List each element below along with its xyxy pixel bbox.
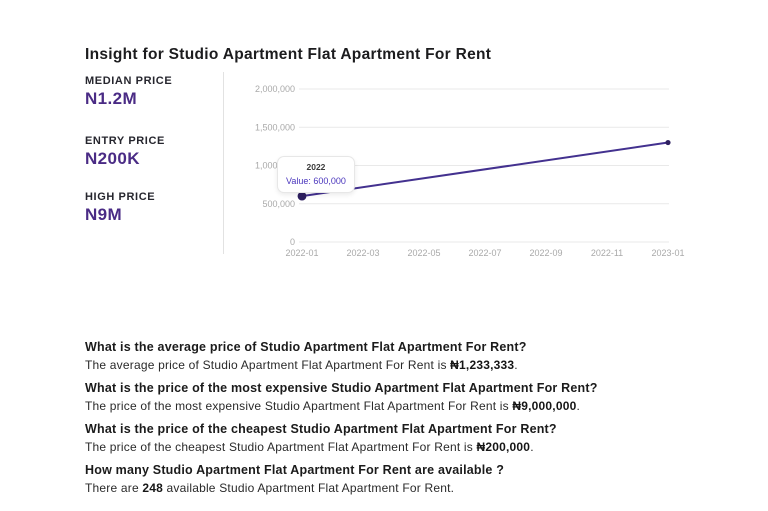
- x-axis-tick-label: 2022-03: [346, 248, 379, 258]
- x-axis-tick-label: 2022-05: [407, 248, 440, 258]
- qa-question: What is the price of the cheapest Studio…: [85, 422, 557, 436]
- qa-answer-value: ₦200,000: [476, 440, 531, 454]
- y-axis-tick-label: 1,000,000: [255, 161, 295, 171]
- stat-label: HIGH PRICE: [85, 191, 156, 203]
- page-title: Insight for Studio Apartment Flat Apartm…: [85, 46, 492, 63]
- stat-value: N9M: [85, 205, 123, 224]
- data-point[interactable]: [665, 139, 671, 146]
- qa-answer-value: ₦9,000,000: [512, 399, 577, 413]
- qa-item: What is the price of the most expensive …: [85, 380, 695, 414]
- chart-area[interactable]: 0 500,000 1,000,000 1,500,000 2,000,000 2022-…: [245, 80, 720, 265]
- x-axis-tick-label: 2022-01: [285, 248, 318, 258]
- x-axis-tick-label: 2022-09: [529, 248, 562, 258]
- qa-answer-value: ₦1,233,333: [450, 358, 515, 372]
- stat-label: ENTRY PRICE: [85, 135, 165, 147]
- y-axis-tick-label: 500,000: [262, 199, 295, 209]
- qa-item: What is the average price of Studio Apar…: [85, 339, 695, 373]
- qa-question: What is the average price of Studio Apar…: [85, 340, 527, 354]
- qa-answer-value: 248: [142, 481, 163, 495]
- vertical-divider: [223, 72, 224, 254]
- qa-question: How many Studio Apartment Flat Apartment…: [85, 463, 505, 477]
- stat-label: MEDIAN PRICE: [85, 75, 173, 87]
- stat-entry-price: ENTRY PRICE N200K: [85, 135, 165, 169]
- qa-answer: The price of the cheapest Studio Apartme…: [85, 440, 534, 454]
- price-trend-chart[interactable]: 0 500,000 1,000,000 1,500,000 2,000,000 2022-…: [245, 80, 720, 265]
- qa-answer: There are 248 available Studio Apartment…: [85, 481, 455, 495]
- y-axis-tick-label: 1,500,000: [255, 122, 295, 132]
- stat-value: N200K: [85, 149, 140, 168]
- qa-section: What is the average price of Studio Apar…: [85, 339, 695, 503]
- tooltip-year: 2022: [306, 162, 326, 172]
- qa-answer: The average price of Studio Apartment Fl…: [85, 358, 518, 372]
- qa-item: How many Studio Apartment Flat Apartment…: [85, 462, 695, 496]
- x-axis-tick-label: 2022-07: [468, 248, 501, 258]
- y-axis-tick-label: 0: [290, 237, 295, 247]
- stat-median-price: MEDIAN PRICE N1.2M: [85, 75, 172, 109]
- data-point[interactable]: [297, 191, 307, 201]
- x-axis-tick-label: 2022-11: [591, 248, 623, 258]
- qa-item: What is the price of the cheapest Studio…: [85, 421, 695, 455]
- qa-question: What is the price of the most expensive …: [85, 381, 598, 395]
- chart-tooltip: 2022 Value: 600,000: [277, 156, 355, 193]
- stat-value: N1.2M: [85, 89, 138, 108]
- stat-high-price: HIGH PRICE N9M: [85, 191, 155, 225]
- y-axis-tick-label: 2,000,000: [255, 84, 295, 94]
- tooltip-value: Value: 600,000: [286, 176, 346, 186]
- trend-line[interactable]: [301, 141, 669, 198]
- qa-answer: The price of the most expensive Studio A…: [85, 399, 581, 413]
- x-axis-tick-label: 2023-01: [651, 248, 684, 258]
